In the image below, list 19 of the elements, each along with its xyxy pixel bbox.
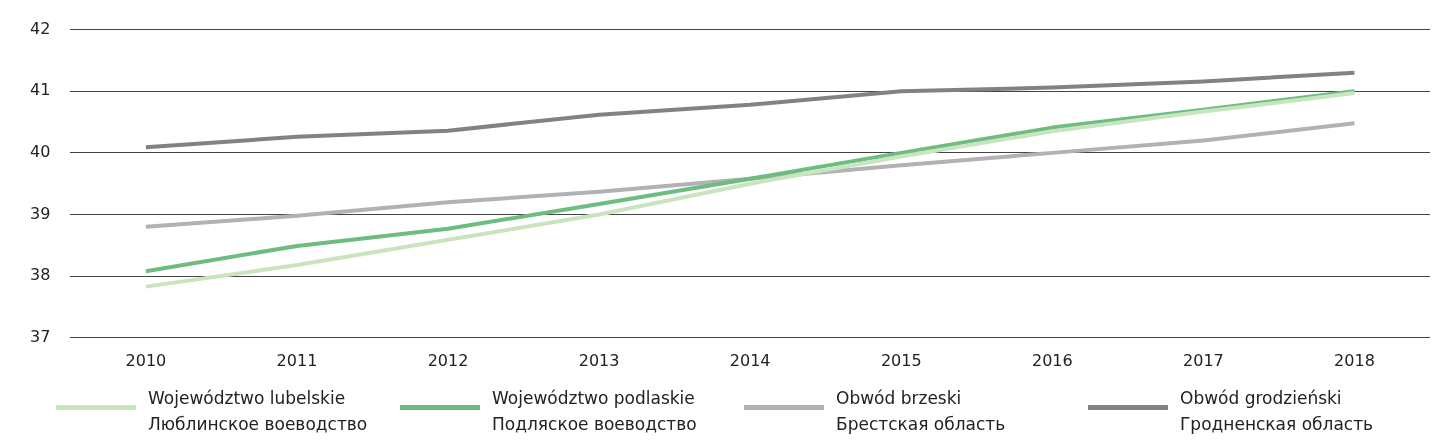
x-tick-label: 2010 bbox=[125, 350, 167, 370]
x-tick-label: 2012 bbox=[427, 350, 469, 370]
y-tick-label: 37 bbox=[30, 326, 51, 346]
x-tick-label: 2015 bbox=[880, 350, 922, 370]
legend-label: Obwód grodzieński Гродненская область bbox=[1180, 387, 1374, 436]
x-tick-label: 2011 bbox=[276, 350, 318, 370]
x-tick-label: 2017 bbox=[1183, 350, 1224, 370]
x-tick-label: 2016 bbox=[1031, 350, 1073, 370]
y-tick-label: 39 bbox=[30, 203, 51, 223]
legend-label: Województwo lubelskie Люблинское воеводство bbox=[148, 387, 368, 436]
legend-label: Obwód brzeski Брестская область bbox=[836, 387, 1006, 436]
y-tick-label: 42 bbox=[30, 18, 51, 38]
x-tick-label: 2014 bbox=[729, 350, 771, 370]
y-tick-label: 38 bbox=[30, 265, 51, 285]
legend-label: Województwo podlaskie Подляское воеводство bbox=[492, 387, 697, 436]
x-tick-label: 2013 bbox=[578, 350, 620, 370]
y-tick-label: 41 bbox=[30, 80, 51, 100]
y-tick-label: 40 bbox=[30, 142, 51, 162]
x-tick-label: 2018 bbox=[1334, 350, 1375, 370]
